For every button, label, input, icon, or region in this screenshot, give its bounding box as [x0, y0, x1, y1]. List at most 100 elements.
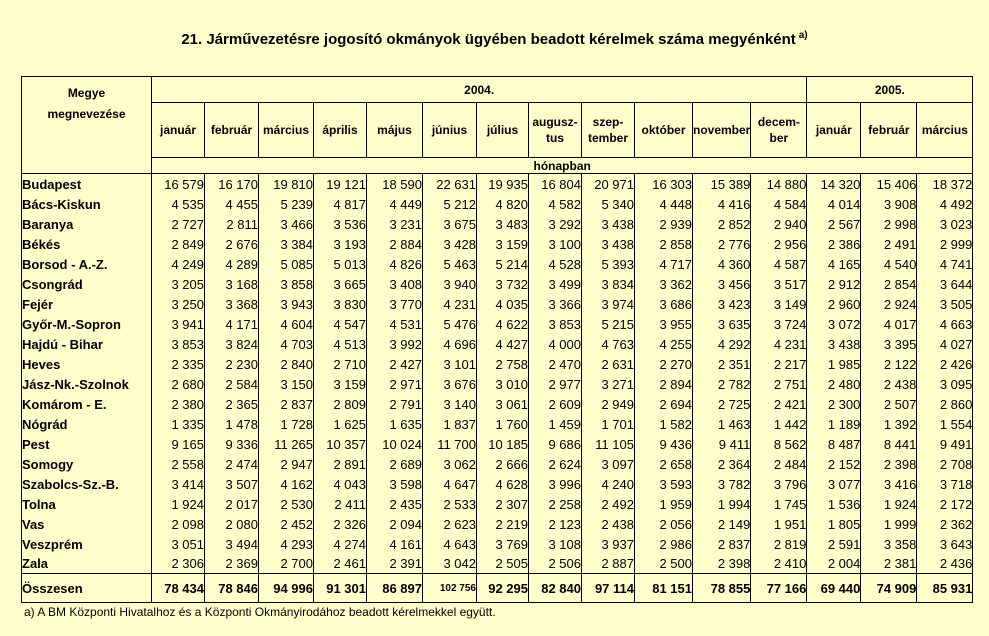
value-cell: 2 004 — [806, 554, 862, 574]
value-cell: 3 824 — [204, 334, 259, 354]
month-header: január — [151, 102, 205, 158]
value-cell: 19 810 — [258, 173, 314, 194]
value-cell: 3 149 — [750, 294, 808, 314]
value-cell: 3 507 — [204, 474, 259, 494]
value-cell: 5 215 — [581, 314, 635, 334]
value-cell: 3 598 — [366, 474, 423, 494]
value-cell: 4 162 — [258, 474, 314, 494]
value-cell: 3 858 — [258, 274, 314, 294]
value-cell: 4 240 — [581, 474, 635, 494]
value-cell: 2 676 — [204, 234, 259, 254]
value-cell: 3 732 — [476, 274, 529, 294]
value-cell: 2 858 — [634, 234, 693, 254]
total-row: Összesen 78 434 78 846 94 996 91 301 86 897 10… — [21, 573, 974, 603]
county-header-line2: megnevezése — [47, 107, 126, 121]
value-cell: 14 880 — [750, 173, 808, 194]
title-text: 21. Járművezetésre jogosító okmányok ügy… — [181, 31, 796, 48]
total-value-cell: 74 909 — [860, 573, 918, 603]
value-cell: 4 717 — [634, 254, 693, 274]
value-cell: 9 336 — [204, 434, 259, 454]
value-cell: 4 274 — [313, 534, 367, 554]
value-cell: 16 804 — [528, 173, 582, 194]
value-cell: 4 455 — [204, 194, 259, 214]
month-header: április — [313, 102, 367, 158]
value-cell: 4 255 — [634, 334, 693, 354]
value-cell: 2 924 — [860, 294, 918, 314]
total-value-cell: 85 931 — [916, 573, 974, 603]
value-cell: 9 686 — [528, 434, 582, 454]
value-cell: 2 584 — [204, 374, 259, 394]
value-cell: 11 105 — [581, 434, 635, 454]
value-cell: 3 908 — [860, 194, 918, 214]
value-cell: 4 492 — [916, 194, 974, 214]
value-cell: 2 977 — [528, 374, 582, 394]
county-name: Veszprém — [21, 534, 152, 554]
value-cell: 1 924 — [151, 494, 205, 514]
value-cell: 2 694 — [634, 394, 693, 414]
value-cell: 2 860 — [916, 394, 974, 414]
value-cell: 2 380 — [151, 394, 205, 414]
county-name: Somogy — [21, 454, 152, 474]
value-cell: 4 647 — [422, 474, 477, 494]
value-cell: 3 955 — [634, 314, 693, 334]
value-cell: 4 540 — [860, 254, 918, 274]
value-cell: 2 506 — [528, 554, 582, 574]
value-cell: 4 628 — [476, 474, 529, 494]
county-name: Csongrád — [21, 274, 152, 294]
value-cell: 2 391 — [366, 554, 423, 574]
month-header: február — [204, 102, 259, 158]
value-cell: 3 593 — [634, 474, 693, 494]
value-cell: 3 051 — [151, 534, 205, 554]
value-cell: 2 365 — [204, 394, 259, 414]
value-cell: 2 507 — [860, 394, 918, 414]
value-cell: 3 643 — [916, 534, 974, 554]
value-cell: 3 023 — [916, 214, 974, 234]
value-cell: 1 805 — [806, 514, 862, 534]
county-name: Bács-Kiskun — [21, 194, 152, 214]
value-cell: 4 535 — [151, 194, 205, 214]
value-cell: 2 438 — [581, 514, 635, 534]
value-cell: 3 686 — [634, 294, 693, 314]
county-name: Győr-M.-Sopron — [21, 314, 152, 334]
value-cell: 3 438 — [581, 214, 635, 234]
value-cell: 5 085 — [258, 254, 314, 274]
value-cell: 3 438 — [806, 334, 862, 354]
total-value-cell: 78 846 — [204, 573, 259, 603]
value-cell: 4 622 — [476, 314, 529, 334]
value-cell: 3 943 — [258, 294, 314, 314]
value-cell: 4 427 — [476, 334, 529, 354]
value-cell: 3 499 — [528, 274, 582, 294]
value-cell: 3 193 — [313, 234, 367, 254]
table-row: Baranya 2 727 2 811 3 466 3 536 3 231 3 675 3 4… — [21, 214, 974, 234]
value-cell: 9 436 — [634, 434, 693, 454]
value-cell: 2 421 — [750, 394, 808, 414]
value-cell: 3 782 — [691, 474, 752, 494]
month-header: augusz- tus — [528, 102, 582, 158]
value-cell: 2 533 — [422, 494, 477, 514]
value-cell: 11 265 — [258, 434, 314, 454]
value-cell: 16 170 — [204, 173, 259, 194]
value-cell: 3 042 — [422, 554, 477, 574]
value-cell: 5 239 — [258, 194, 314, 214]
value-cell: 2 172 — [916, 494, 974, 514]
total-value-cell: 81 151 — [634, 573, 693, 603]
value-cell: 2 758 — [476, 354, 529, 374]
value-cell: 3 974 — [581, 294, 635, 314]
value-cell: 4 360 — [691, 254, 752, 274]
value-cell: 2 438 — [860, 374, 918, 394]
value-cell: 2 623 — [422, 514, 477, 534]
value-cell: 4 171 — [204, 314, 259, 334]
value-cell: 2 887 — [581, 554, 635, 574]
value-cell: 4 000 — [528, 334, 582, 354]
value-cell: 4 547 — [313, 314, 367, 334]
value-cell: 3 292 — [528, 214, 582, 234]
value-cell: 2 398 — [691, 554, 752, 574]
value-cell: 2 080 — [204, 514, 259, 534]
month-header: május — [366, 102, 423, 158]
value-cell: 1 745 — [750, 494, 808, 514]
value-cell: 5 340 — [581, 194, 635, 214]
value-cell: 3 536 — [313, 214, 367, 234]
value-cell: 14 320 — [806, 173, 862, 194]
value-cell: 3 466 — [258, 214, 314, 234]
value-cell: 1 760 — [476, 414, 529, 434]
